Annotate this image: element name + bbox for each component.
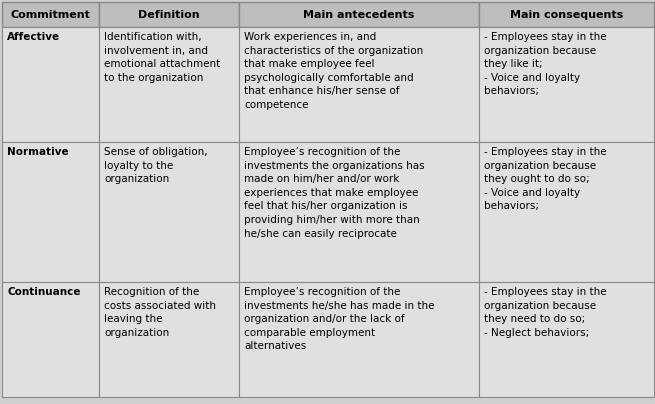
- Text: Commitment: Commitment: [10, 10, 90, 19]
- Text: Continuance: Continuance: [7, 287, 81, 297]
- Bar: [99, 282, 239, 397]
- Bar: [99, 27, 239, 142]
- Text: - Employees stay in the
organization because
they ought to do so;
- Voice and lo: - Employees stay in the organization bec…: [484, 147, 607, 211]
- Text: Work experiences in, and
characteristics of the organization
that make employee : Work experiences in, and characteristics…: [244, 32, 423, 110]
- Bar: [239, 2, 479, 27]
- Text: Identification with,
involvement in, and
emotional attachment
to the organizatio: Identification with, involvement in, and…: [104, 32, 220, 83]
- Bar: [479, 282, 654, 397]
- Bar: [479, 142, 654, 282]
- Bar: [239, 282, 479, 397]
- Text: Employee’s recognition of the
investments he/she has made in the
organization an: Employee’s recognition of the investment…: [244, 287, 434, 351]
- Text: Affective: Affective: [7, 32, 60, 42]
- Text: Definition: Definition: [138, 10, 200, 19]
- Bar: [2, 27, 99, 142]
- Bar: [2, 2, 99, 27]
- Text: Main antecedents: Main antecedents: [303, 10, 415, 19]
- Bar: [239, 27, 479, 142]
- Text: Sense of obligation,
loyalty to the
organization: Sense of obligation, loyalty to the orga…: [104, 147, 208, 184]
- Text: - Employees stay in the
organization because
they need to do so;
- Neglect behav: - Employees stay in the organization bec…: [484, 287, 607, 338]
- Bar: [479, 27, 654, 142]
- Text: Normative: Normative: [7, 147, 69, 157]
- Bar: [99, 142, 239, 282]
- Text: - Employees stay in the
organization because
they like it;
- Voice and loyalty
b: - Employees stay in the organization bec…: [484, 32, 607, 97]
- Bar: [2, 282, 99, 397]
- Text: Main consequents: Main consequents: [510, 10, 623, 19]
- Text: Employee’s recognition of the
investments the organizations has
made on him/her : Employee’s recognition of the investment…: [244, 147, 424, 239]
- Bar: [239, 142, 479, 282]
- Bar: [2, 142, 99, 282]
- Bar: [479, 2, 654, 27]
- Bar: [99, 2, 239, 27]
- Text: Recognition of the
costs associated with
leaving the
organization: Recognition of the costs associated with…: [104, 287, 216, 338]
